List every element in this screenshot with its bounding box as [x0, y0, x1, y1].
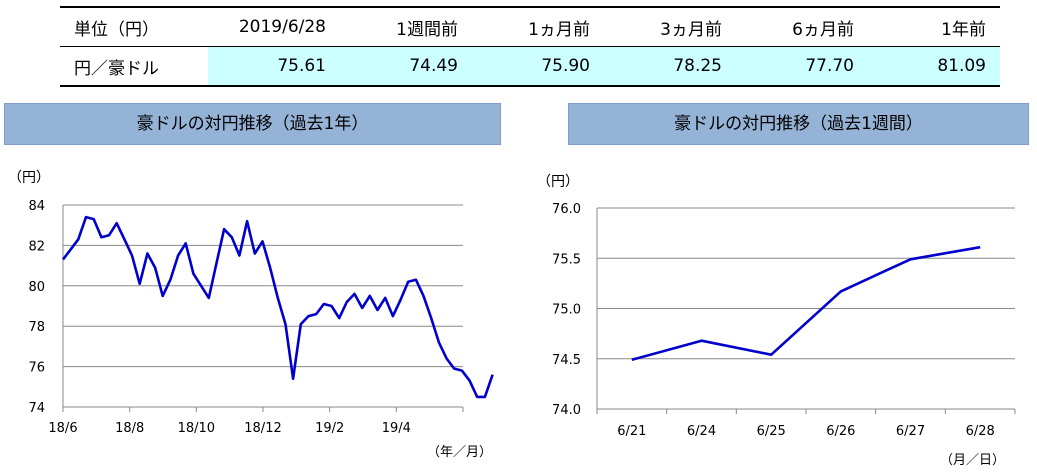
y-tick-label: 76.0: [552, 202, 581, 217]
summary-header-unit: 単位（円）: [60, 6, 208, 47]
summary-value-3month: 78.25: [604, 46, 736, 87]
x-tick-label: 19/4: [382, 421, 411, 436]
summary-header-date: 2019/6/28: [208, 6, 340, 47]
summary-header-1month: 1ヵ月前: [472, 6, 604, 47]
y-tick-label: 75.0: [552, 303, 581, 318]
series-line-1week: [631, 245, 981, 362]
y-tick-label: 74: [28, 401, 45, 416]
x-tick-label: 19/2: [315, 421, 344, 436]
x-tick-label: 18/8: [115, 421, 144, 436]
summary-value-6month: 77.70: [736, 46, 868, 87]
y-tick-label: 78: [28, 320, 45, 335]
x-tick-label: 6/24: [687, 424, 716, 439]
summary-header-1week: 1週間前: [340, 6, 472, 47]
summary-value-date: 75.61: [208, 46, 340, 87]
y-tick-label: 82: [28, 239, 45, 254]
y-tick-label: 76: [28, 361, 45, 376]
x-tick-label: 18/12: [244, 421, 281, 436]
summary-value-row: 円／豪ドル 75.61 74.49 75.90 78.25 77.70 81.0…: [60, 46, 1000, 87]
x-tick-label: 18/10: [178, 421, 215, 436]
summary-header-1year: 1年前: [868, 6, 1000, 47]
x-tick-label: 6/26: [826, 424, 855, 439]
summary-header-row: 単位（円） 2019/6/28 1週間前 1ヵ月前 3ヵ月前 6ヵ月前 1年前: [60, 6, 1000, 47]
summary-value-1year: 81.09: [868, 46, 1000, 87]
x-tick-label: 6/25: [757, 424, 786, 439]
y-tick-label: 74.0: [552, 403, 581, 418]
x-tick-label: 6/27: [896, 424, 925, 439]
summary-table: 単位（円） 2019/6/28 1週間前 1ヵ月前 3ヵ月前 6ヵ月前 1年前 …: [60, 6, 1000, 87]
chart-title-1year: 豪ドルの対円推移（過去1年）: [4, 103, 501, 145]
summary-row-label: 円／豪ドル: [60, 46, 208, 87]
x-tick-label: 18/6: [48, 421, 77, 436]
y-axis-unit-label: （円）: [8, 170, 50, 186]
x-tick-label: 6/28: [966, 424, 995, 439]
series-line-1year: [61, 215, 494, 399]
x-axis-unit-label: （年／月）: [427, 445, 492, 460]
summary-value-1month: 75.90: [472, 46, 604, 87]
summary-value-1week: 74.49: [340, 46, 472, 87]
y-tick-label: 84: [28, 199, 45, 214]
x-tick-label: 6/21: [617, 424, 646, 439]
x-axis-unit-label: （月／日）: [940, 453, 1005, 468]
summary-header-3month: 3ヵ月前: [604, 6, 736, 47]
summary-header-6month: 6ヵ月前: [736, 6, 868, 47]
chart-1week: （円） 76.0 75.5 75.0 74.5 74.0 6/21 6/24 6/25 6/26 6…: [537, 174, 1016, 468]
y-axis-unit-label: （円）: [537, 174, 579, 190]
chart-title-1week: 豪ドルの対円推移（過去1週間）: [568, 103, 1029, 145]
y-tick-label: 74.5: [552, 353, 581, 368]
y-tick-label: 75.5: [552, 252, 581, 267]
y-tick-label: 80: [28, 280, 45, 295]
